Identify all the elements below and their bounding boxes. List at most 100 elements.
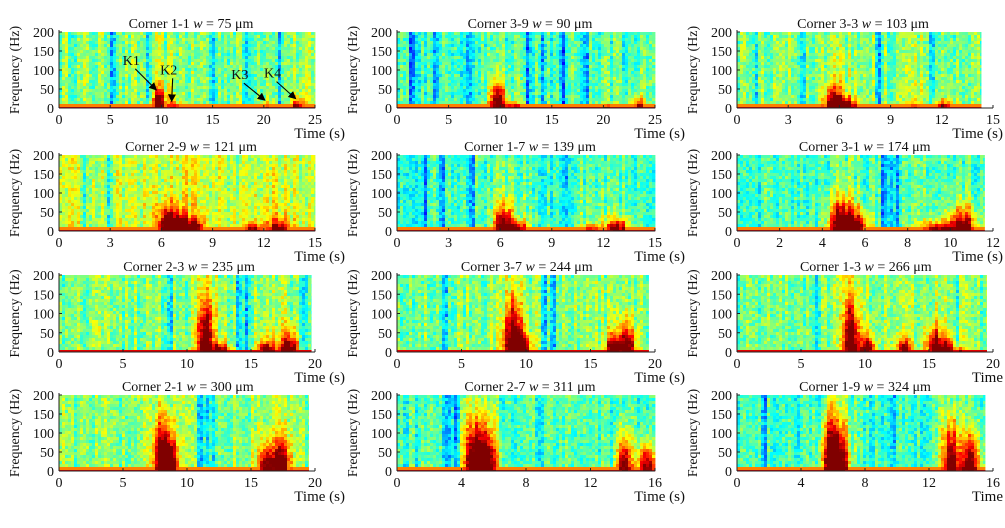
x-tick-label: 9: [548, 236, 555, 251]
heatmap-cells: [59, 155, 315, 231]
y-tick-label: 150: [33, 408, 54, 423]
x-tick-label: 5: [107, 113, 114, 128]
x-axis-label: Time (s): [634, 370, 685, 386]
y-axis-label: Frequency (Hz): [686, 389, 701, 478]
heatmap-cells: [737, 395, 985, 471]
x-tick-label: 3: [785, 113, 792, 128]
x-tick-label: 5: [458, 357, 465, 372]
y-tick-label: 150: [33, 45, 54, 60]
x-tick-label: 20: [596, 113, 610, 128]
x-tick-label: 0: [56, 357, 63, 372]
x-tick-label: 10: [180, 476, 194, 491]
title-width-value: = 266 μm: [874, 260, 932, 275]
heatmap-cells: [59, 395, 309, 471]
x-tick-label: 15: [244, 357, 258, 372]
y-tick-label: 100: [711, 187, 732, 202]
y-tick-label: 200: [371, 149, 392, 164]
x-tick-label: 0: [56, 113, 63, 128]
x-axis-label: Time (s): [634, 489, 685, 505]
y-tick-label: 100: [371, 308, 392, 323]
x-tick-label: 0: [56, 476, 63, 491]
heatmap-cells: [737, 32, 981, 108]
y-tick-label: 200: [33, 26, 54, 41]
x-tick-label: 15: [584, 357, 598, 372]
x-tick-label: 12: [596, 236, 610, 251]
y-axis-label: Frequency (Hz): [346, 149, 361, 238]
x-tick-label: 9: [209, 236, 216, 251]
y-tick-label: 100: [33, 308, 54, 323]
x-tick-label: 5: [120, 357, 127, 372]
x-tick-label: 0: [394, 236, 401, 251]
x-tick-label: 5: [445, 113, 452, 128]
y-tick-label: 50: [40, 206, 54, 221]
x-tick-label: 0: [734, 113, 741, 128]
title-corner: Corner 2-9: [125, 140, 190, 155]
x-tick-label: 12: [922, 476, 936, 491]
x-tick-label: 15: [244, 476, 258, 491]
panel-title: Corner 1-1 w = 75 μm: [129, 17, 254, 32]
y-tick-label: 200: [711, 149, 732, 164]
x-tick-label: 8: [862, 476, 869, 491]
x-tick-label: 8: [523, 476, 530, 491]
heatmap-cells: [397, 395, 655, 471]
title-corner: Corner 3-3: [797, 17, 862, 32]
title-width-value: = 139 μm: [538, 140, 596, 155]
heatmap-cells: [397, 275, 649, 352]
y-axis-label: Frequency (Hz): [686, 149, 701, 238]
title-width-value: = 324 μm: [873, 380, 931, 395]
title-width-value: = 75 μm: [203, 17, 254, 32]
x-tick-label: 6: [862, 236, 869, 251]
heatmap-cells: [397, 32, 655, 108]
x-axis-label: Time: [972, 370, 1003, 386]
panel-title: Corner 3-3 w = 103 μm: [797, 17, 929, 32]
title-corner: Corner 2-7: [464, 380, 529, 395]
y-tick-label: 100: [33, 427, 54, 442]
x-axis-label: Time (s): [294, 126, 345, 142]
y-tick-label: 150: [371, 408, 392, 423]
panel-title: Corner 3-7 w = 244 μm: [461, 260, 593, 275]
y-tick-label: 200: [33, 149, 54, 164]
title-corner: Corner 1-1: [129, 17, 194, 32]
title-corner: Corner 3-7: [461, 260, 526, 275]
heatmap-cells: [397, 155, 655, 231]
y-tick-label: 200: [711, 269, 732, 284]
y-axis-label: Frequency (Hz): [8, 269, 23, 358]
x-tick-label: 6: [836, 113, 843, 128]
y-tick-label: 150: [371, 45, 392, 60]
y-axis-label: Frequency (Hz): [686, 269, 701, 358]
y-tick-label: 50: [718, 446, 732, 461]
y-tick-label: 150: [711, 45, 732, 60]
x-tick-label: 3: [107, 236, 114, 251]
y-tick-label: 0: [385, 346, 392, 361]
y-tick-label: 150: [711, 168, 732, 183]
x-tick-label: 10: [858, 357, 872, 372]
y-tick-label: 0: [385, 225, 392, 240]
y-tick-label: 200: [371, 389, 392, 404]
y-tick-label: 150: [711, 408, 732, 423]
y-tick-label: 50: [378, 206, 392, 221]
x-tick-label: 12: [935, 113, 949, 128]
y-tick-label: 200: [33, 269, 54, 284]
x-tick-label: 5: [798, 357, 805, 372]
x-axis-label: Time (s): [294, 370, 345, 386]
y-tick-label: 0: [385, 465, 392, 480]
y-tick-label: 0: [47, 102, 54, 117]
panel-title: Corner 1-3 w = 266 μm: [800, 260, 932, 275]
y-tick-label: 150: [711, 288, 732, 303]
y-axis-label: Frequency (Hz): [8, 149, 23, 238]
title-width-value: = 235 μm: [197, 260, 255, 275]
y-axis-label: Frequency (Hz): [346, 26, 361, 115]
y-tick-label: 100: [371, 187, 392, 202]
x-tick-label: 8: [904, 236, 911, 251]
y-tick-label: 0: [725, 346, 732, 361]
title-corner: Corner 2-3: [123, 260, 188, 275]
panel-title: Corner 1-7 w = 139 μm: [464, 140, 596, 155]
panel-title: Corner 1-9 w = 324 μm: [799, 380, 931, 395]
x-axis-label: Time (s): [294, 489, 345, 505]
y-tick-label: 100: [371, 64, 392, 79]
